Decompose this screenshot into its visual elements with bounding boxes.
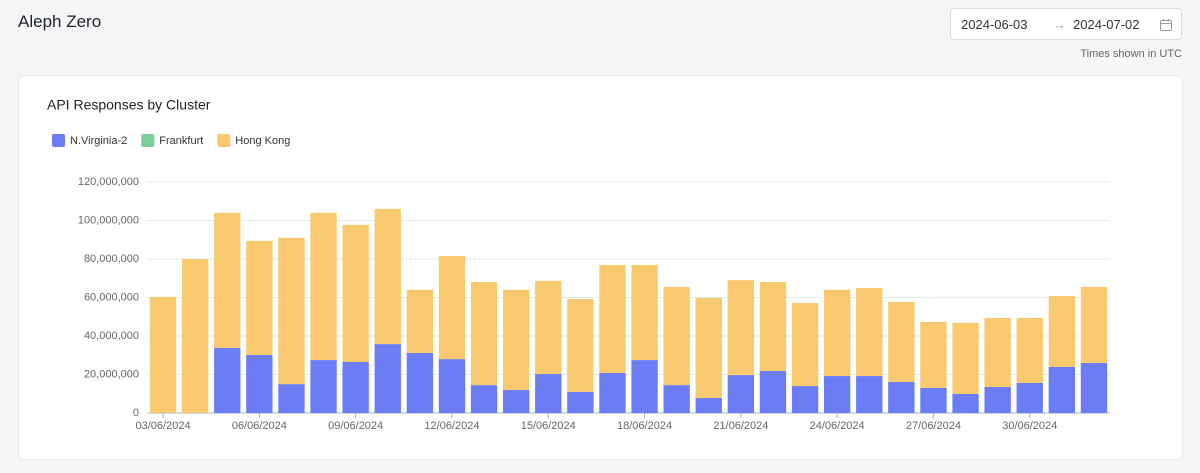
x-tick-label: 06/06/2024 bbox=[232, 420, 287, 432]
y-tick-label: 20,000,000 bbox=[84, 368, 139, 380]
bar-segment bbox=[214, 212, 241, 348]
bar-segment bbox=[823, 289, 851, 377]
bar-segment bbox=[342, 361, 369, 413]
bar-segment bbox=[438, 359, 466, 413]
x-tick-label: 15/06/2024 bbox=[521, 420, 576, 432]
bar-segment bbox=[695, 298, 722, 398]
bar-segment bbox=[631, 360, 658, 413]
legend-label: N.Virginia-2 bbox=[70, 135, 127, 147]
legend-label: Hong Kong bbox=[235, 135, 290, 147]
bar-segment bbox=[246, 240, 273, 356]
bar-segment bbox=[791, 303, 819, 387]
bar-segment bbox=[342, 224, 369, 362]
bar-segment bbox=[952, 322, 979, 394]
bar-segment bbox=[406, 289, 434, 353]
date-arrow: → bbox=[1053, 17, 1066, 32]
y-tick-label: 40,000,000 bbox=[84, 330, 139, 342]
bar-segment bbox=[759, 282, 787, 372]
bar-segment bbox=[952, 393, 979, 413]
bar-segment bbox=[246, 355, 273, 413]
bar-segment bbox=[1016, 317, 1043, 383]
calendar-icon bbox=[1160, 19, 1172, 31]
x-tick-label: 12/06/2024 bbox=[424, 420, 479, 432]
x-tick-label: 03/06/2024 bbox=[136, 420, 191, 432]
bar-segment bbox=[888, 301, 915, 383]
bar-segment bbox=[470, 385, 498, 413]
x-tick-label: 21/06/2024 bbox=[713, 420, 768, 432]
date-range-picker[interactable]: 2024-06-03 → 2024-07-02 bbox=[950, 8, 1182, 40]
bar-segment bbox=[1080, 286, 1108, 363]
bar-segment bbox=[181, 259, 209, 413]
date-from[interactable]: 2024-06-03 bbox=[961, 17, 1028, 32]
bar-segment bbox=[1048, 366, 1076, 413]
x-tick-label: 30/06/2024 bbox=[1002, 420, 1057, 432]
x-tick-label: 24/06/2024 bbox=[810, 420, 865, 432]
bar-segment bbox=[567, 391, 594, 413]
bar-segment bbox=[214, 347, 241, 413]
bar-segment bbox=[663, 286, 690, 386]
bar-segment bbox=[823, 376, 851, 413]
bar-segment bbox=[599, 264, 626, 373]
legend-swatch bbox=[52, 134, 65, 147]
bar-segment bbox=[727, 280, 755, 376]
bar-segment bbox=[470, 282, 498, 386]
bar-segment bbox=[1016, 382, 1043, 413]
bar-segment bbox=[1048, 295, 1076, 367]
bar-segment bbox=[278, 237, 305, 385]
bar-segment bbox=[727, 375, 755, 413]
bar-segment bbox=[695, 397, 722, 413]
bar-segment bbox=[502, 289, 530, 390]
bar-segment bbox=[791, 386, 819, 413]
bar-segment bbox=[310, 360, 337, 413]
bar-segment bbox=[599, 372, 626, 413]
bar-segment bbox=[310, 212, 337, 361]
bar-segment bbox=[663, 385, 690, 413]
legend-swatch bbox=[217, 134, 231, 147]
bar-segment bbox=[631, 264, 658, 361]
chart-title: API Responses by Cluster bbox=[47, 97, 211, 113]
bar-segment bbox=[984, 387, 1011, 413]
y-tick-label: 80,000,000 bbox=[84, 253, 139, 265]
y-tick-label: 60,000,000 bbox=[84, 291, 139, 303]
page-title: Aleph Zero bbox=[18, 12, 102, 31]
bar-segment bbox=[278, 384, 305, 413]
x-tick-label: 18/06/2024 bbox=[617, 420, 672, 432]
bar-segment bbox=[535, 373, 562, 413]
legend-label: Frankfurt bbox=[159, 135, 203, 147]
bar-segment bbox=[920, 321, 947, 388]
bar-segment bbox=[856, 376, 883, 413]
bar-segment bbox=[374, 208, 401, 345]
y-tick-label: 120,000,000 bbox=[78, 176, 139, 188]
bar-segment bbox=[856, 287, 883, 377]
legend-swatch bbox=[141, 134, 155, 147]
bar-segment bbox=[535, 280, 562, 374]
bar-segment bbox=[406, 352, 434, 413]
x-tick-label: 27/06/2024 bbox=[906, 420, 961, 432]
date-to[interactable]: 2024-07-02 bbox=[1073, 17, 1140, 32]
bar-segment bbox=[374, 344, 401, 413]
bar-segment bbox=[888, 382, 915, 413]
bar-segment bbox=[1080, 362, 1108, 413]
bar-segment bbox=[759, 371, 787, 413]
bar-segment bbox=[920, 387, 947, 413]
timezone-note: Times shown in UTC bbox=[1080, 48, 1182, 60]
bar-segment bbox=[567, 299, 594, 392]
bar-segment bbox=[502, 389, 530, 413]
bar-segment bbox=[984, 317, 1011, 388]
x-tick-label: 09/06/2024 bbox=[328, 420, 383, 432]
y-tick-label: 0 bbox=[133, 407, 139, 419]
y-tick-label: 100,000,000 bbox=[78, 214, 139, 226]
bar-segment bbox=[149, 296, 177, 413]
bar-segment bbox=[438, 255, 466, 360]
